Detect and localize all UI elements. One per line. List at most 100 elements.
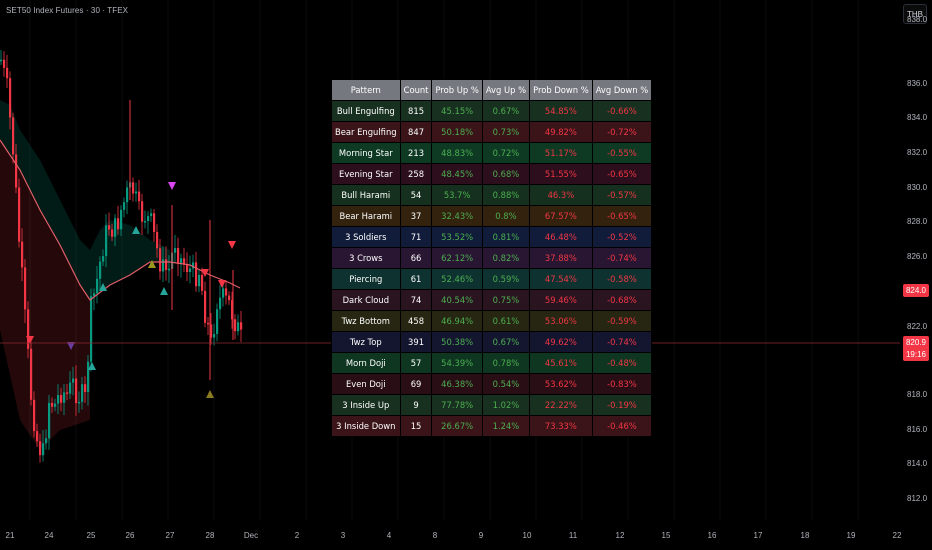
table-cell-avg-up: 0.68% xyxy=(481,163,531,185)
table-cell-prob-down: 46.3% xyxy=(529,184,593,206)
table-cell-pattern: Piercing xyxy=(331,268,401,290)
price-tick-label: 816.0 xyxy=(907,425,928,434)
table-cell-avg-down: -0.66% xyxy=(591,100,653,122)
table-cell-pattern: Morning Star xyxy=(331,142,401,164)
countdown-badge: 19:16 xyxy=(903,348,929,361)
table-cell-pattern: 3 Crows xyxy=(331,247,401,269)
candle-body xyxy=(96,278,99,294)
time-tick-label: 12 xyxy=(615,531,625,540)
table-cell-avg-up: 0.72% xyxy=(481,142,531,164)
table-cell-avg-down: -0.58% xyxy=(591,268,653,290)
table-cell-prob-down: 49.82% xyxy=(529,121,593,143)
candle-body xyxy=(225,288,228,296)
table-cell-prob-up: 52.46% xyxy=(431,268,483,290)
marker-down-icon xyxy=(218,280,226,288)
table-cell-prob-up: 46.38% xyxy=(431,373,483,395)
marker-up-icon xyxy=(206,390,214,398)
candle-body xyxy=(189,268,192,273)
table-cell-prob-up: 53.7% xyxy=(431,184,483,206)
price-tick-label: 822.0 xyxy=(907,322,928,331)
price-tick-label: 836.0 xyxy=(907,79,928,88)
table-cell-prob-up: 32.43% xyxy=(431,205,483,227)
ma-fill-area xyxy=(0,100,170,450)
candle-body xyxy=(3,59,6,68)
candle-body xyxy=(99,261,102,279)
candle-body xyxy=(213,333,216,338)
candle-body xyxy=(42,443,45,456)
price-tick-label: 812.0 xyxy=(907,494,928,503)
chart-title: SET50 Index Futures · 30 · TFEX xyxy=(6,6,129,15)
time-tick-label: 16 xyxy=(707,531,717,540)
table-cell-avg-down: -0.19% xyxy=(591,394,653,416)
table-cell-avg-down: -0.48% xyxy=(591,352,653,374)
time-tick-label: 22 xyxy=(892,531,902,540)
table-cell-avg-up: 1.24% xyxy=(481,415,531,437)
table-cell-prob-up: 50.18% xyxy=(431,121,483,143)
candle-body xyxy=(0,59,3,62)
candle-body xyxy=(57,395,60,404)
table-row: Morning Star 213 48.83% 0.72% 51.17% -0.55% xyxy=(331,142,653,164)
candle-body xyxy=(12,117,15,155)
table-row: 3 Inside Up 9 77.78% 1.02% 22.22% -0.19% xyxy=(331,394,653,416)
table-row: Even Doji 69 46.38% 0.54% 53.62% -0.83% xyxy=(331,373,653,395)
candle-body xyxy=(117,218,120,230)
time-tick-label: 24 xyxy=(44,531,54,540)
table-cell-prob-down: 54.85% xyxy=(529,100,593,122)
table-header-row: Pattern Count Prob Up % Avg Up % Prob Down %… xyxy=(331,79,653,101)
candle-body xyxy=(144,221,147,223)
table-cell-prob-up: 54.39% xyxy=(431,352,483,374)
table-header-cell: Count xyxy=(399,79,433,101)
candle-body xyxy=(222,288,225,298)
table-cell-prob-down: 51.17% xyxy=(529,142,593,164)
candle-body xyxy=(84,384,87,393)
table-cell-avg-down: -0.68% xyxy=(591,289,653,311)
price-tick-label: 828.0 xyxy=(907,217,928,226)
table-cell-prob-up: 40.54% xyxy=(431,289,483,311)
candle-body xyxy=(54,403,57,407)
candle-body xyxy=(162,259,165,272)
time-tick-label: 3 xyxy=(340,531,346,540)
table-row: Twz Top 391 50.38% 0.67% 49.62% -0.74% xyxy=(331,331,653,353)
marker-down-icon xyxy=(168,182,176,190)
table-cell-avg-up: 0.78% xyxy=(481,352,531,374)
table-cell-pattern: Even Doji xyxy=(331,373,401,395)
table-cell-avg-down: -0.72% xyxy=(591,121,653,143)
table-cell-avg-up: 0.61% xyxy=(481,310,531,332)
table-row: Bull Harami 54 53.7% 0.88% 46.3% -0.57% xyxy=(331,184,653,206)
table-row: Morn Doji 57 54.39% 0.78% 45.61% -0.48% xyxy=(331,352,653,374)
table-cell-prob-up: 50.38% xyxy=(431,331,483,353)
candle-body xyxy=(153,213,156,233)
table-cell-pattern: Morn Doji xyxy=(331,352,401,374)
candle-body xyxy=(75,378,78,404)
candle-body xyxy=(210,324,213,338)
candle-body xyxy=(201,274,204,291)
table-cell-avg-down: -0.74% xyxy=(591,247,653,269)
table-cell-prob-down: 22.22% xyxy=(529,394,593,416)
candle-body xyxy=(102,256,105,262)
table-header-cell: Avg Up % xyxy=(481,79,531,101)
currency-button[interactable]: THB xyxy=(903,4,927,24)
table-cell-count: 213 xyxy=(399,142,433,164)
table-row: Piercing 61 52.46% 0.59% 47.54% -0.58% xyxy=(331,268,653,290)
candlestick-series xyxy=(0,50,243,463)
table-cell-prob-up: 46.94% xyxy=(431,310,483,332)
candle-body xyxy=(51,402,54,407)
table-cell-count: 815 xyxy=(399,100,433,122)
table-cell-pattern: Bear Engulfing xyxy=(331,121,401,143)
candle-body xyxy=(24,267,27,310)
time-tick-label: 27 xyxy=(165,531,175,540)
candle-body xyxy=(108,225,111,230)
table-cell-pattern: Twz Top xyxy=(331,331,401,353)
table-cell-count: 69 xyxy=(399,373,433,395)
candle-body xyxy=(114,218,117,237)
candle-body xyxy=(27,309,30,349)
time-tick-label: 11 xyxy=(568,531,578,540)
table-cell-count: 15 xyxy=(399,415,433,437)
table-cell-count: 391 xyxy=(399,331,433,353)
marker-up-icon xyxy=(160,287,168,295)
candle-body xyxy=(156,232,159,249)
table-cell-prob-down: 53.06% xyxy=(529,310,593,332)
candle-body xyxy=(21,241,24,268)
candle-body xyxy=(132,182,135,194)
table-header-cell: Avg Down % xyxy=(591,79,653,101)
